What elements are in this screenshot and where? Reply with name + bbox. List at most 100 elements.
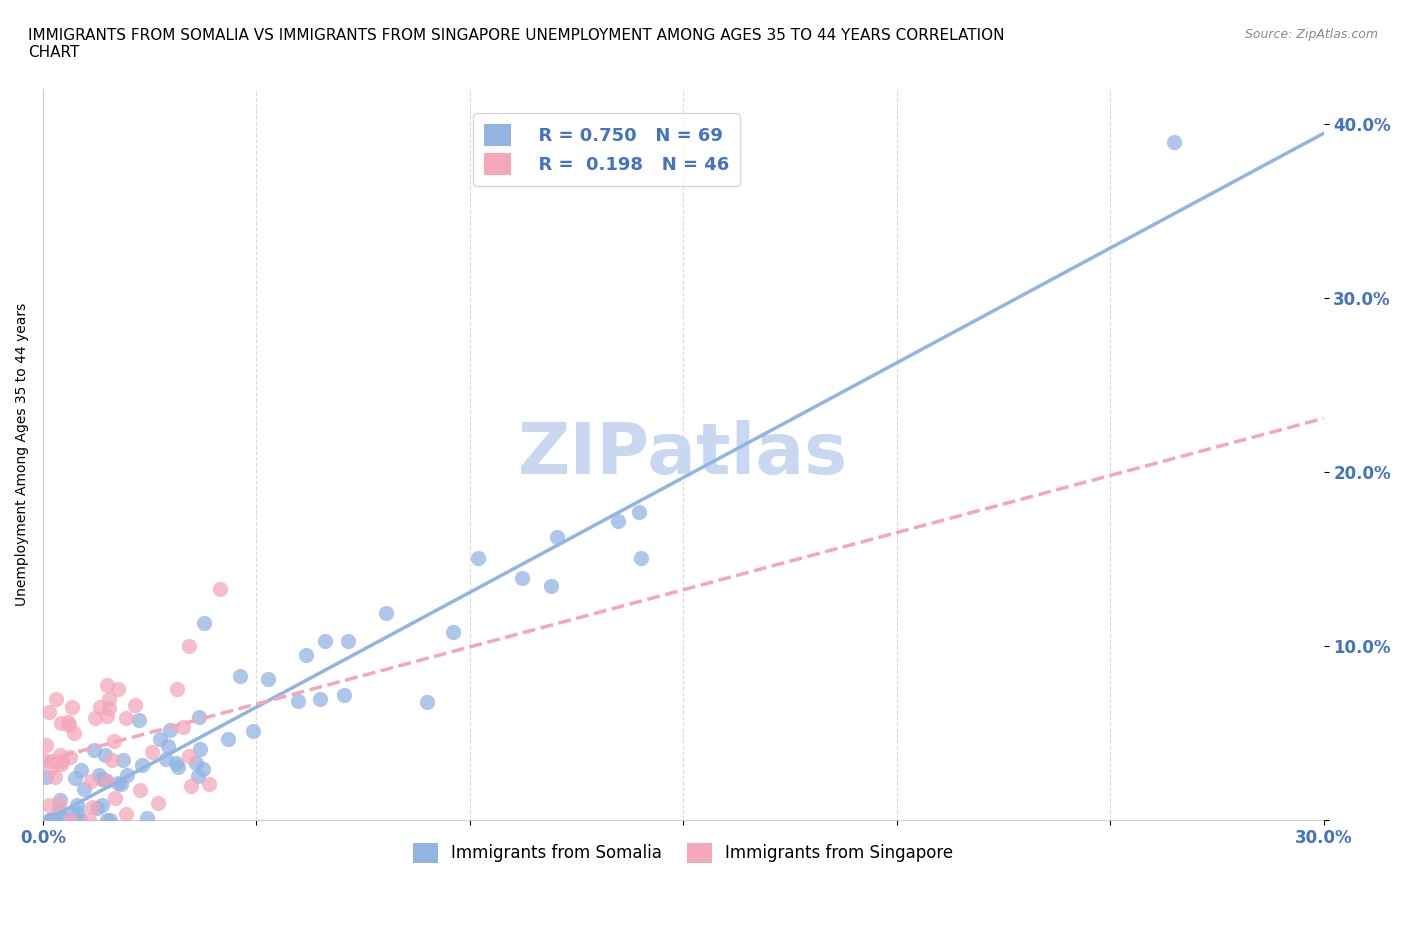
Point	[546, 530, 568, 545]
Point	[149, 732, 172, 747]
Point	[187, 710, 209, 724]
Point	[66, 798, 89, 813]
Point	[80, 800, 103, 815]
Point	[159, 723, 181, 737]
Point	[96, 774, 118, 789]
Point	[90, 797, 112, 812]
Point	[42, 812, 65, 827]
Point	[166, 682, 188, 697]
Point	[242, 724, 264, 738]
Point	[336, 634, 359, 649]
Point	[294, 647, 316, 662]
Point	[375, 606, 398, 621]
Point	[60, 699, 83, 714]
Point	[308, 692, 330, 707]
Point	[193, 616, 215, 631]
somalia_line	[35, 817, 52, 828]
Point	[115, 767, 138, 782]
Point	[59, 812, 82, 827]
Point	[58, 812, 80, 827]
Point	[49, 748, 72, 763]
Point	[97, 691, 120, 706]
Point	[77, 812, 100, 827]
Point	[38, 812, 60, 827]
Point	[45, 691, 67, 706]
Point	[607, 513, 630, 528]
Point	[166, 756, 188, 771]
Point	[66, 812, 89, 827]
Point	[155, 751, 177, 766]
Point	[467, 551, 489, 565]
Point	[41, 753, 63, 768]
Point	[128, 713, 150, 728]
Point	[186, 756, 208, 771]
Point	[107, 775, 129, 790]
somalia_line	[111, 775, 128, 786]
Point	[34, 737, 56, 752]
Point	[94, 773, 117, 788]
Point	[157, 738, 180, 753]
somalia_line	[273, 688, 290, 699]
Text: ZIPatlas: ZIPatlas	[519, 420, 848, 489]
Point	[32, 752, 55, 767]
somalia_line	[1206, 187, 1223, 198]
Point	[101, 753, 124, 768]
Point	[83, 711, 105, 725]
Point	[98, 812, 121, 827]
Point	[441, 625, 464, 640]
somalia_line	[1251, 163, 1268, 174]
Point	[53, 812, 76, 827]
Point	[172, 720, 194, 735]
Point	[112, 752, 135, 767]
Point	[167, 760, 190, 775]
Point	[115, 806, 138, 821]
Point	[104, 790, 127, 805]
Point	[66, 805, 89, 820]
Point	[44, 770, 66, 785]
Point	[80, 774, 103, 789]
Point	[107, 682, 129, 697]
Point	[131, 758, 153, 773]
Point	[256, 671, 278, 686]
Point	[72, 782, 94, 797]
Line: somalia_line: somalia_line	[44, 133, 1323, 822]
Point	[44, 812, 66, 827]
Point	[56, 715, 79, 730]
Point	[48, 805, 70, 820]
Point	[177, 638, 200, 653]
Point	[48, 797, 70, 812]
Point	[83, 743, 105, 758]
Point	[39, 760, 62, 775]
Point	[89, 699, 111, 714]
Y-axis label: Unemployment Among Ages 35 to 44 years: Unemployment Among Ages 35 to 44 years	[15, 303, 30, 606]
Point	[217, 732, 239, 747]
Point	[96, 678, 118, 693]
Point	[135, 811, 157, 826]
Point	[1163, 134, 1185, 149]
Text: Source: ZipAtlas.com: Source: ZipAtlas.com	[1244, 28, 1378, 41]
Point	[58, 718, 80, 733]
singapore_line	[111, 735, 128, 746]
Point	[110, 777, 132, 791]
Point	[59, 750, 82, 764]
Point	[114, 711, 136, 725]
Point	[39, 812, 62, 827]
Point	[124, 698, 146, 712]
Point	[333, 688, 356, 703]
Point	[90, 772, 112, 787]
Legend: Immigrants from Somalia, Immigrants from Singapore: Immigrants from Somalia, Immigrants from…	[406, 836, 960, 870]
Point	[128, 782, 150, 797]
Point	[510, 571, 533, 586]
Point	[94, 748, 117, 763]
Point	[58, 812, 80, 827]
Point	[60, 812, 83, 827]
Point	[70, 762, 93, 777]
Point	[98, 700, 121, 715]
Point	[287, 694, 309, 709]
Point	[628, 505, 651, 520]
somalia_line	[1315, 127, 1331, 139]
Point	[38, 798, 60, 813]
Point	[51, 754, 73, 769]
Point	[86, 801, 108, 816]
Point	[540, 578, 562, 593]
